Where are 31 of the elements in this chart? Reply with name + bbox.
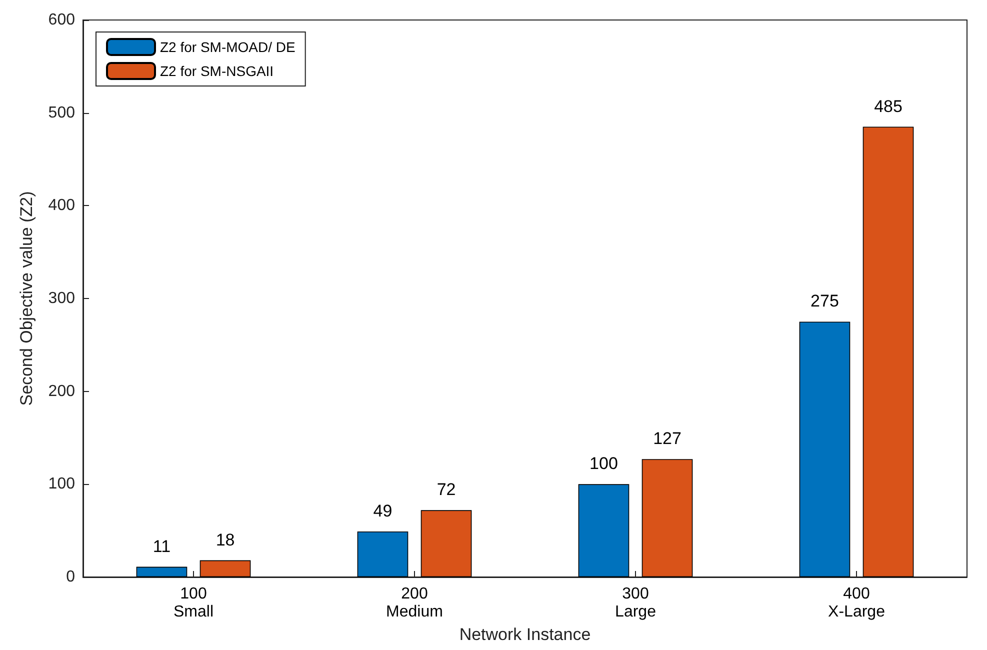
data-label: 11 (152, 536, 171, 556)
bar (799, 322, 850, 577)
y-tick-label: 500 (48, 104, 76, 122)
data-label: 49 (373, 502, 392, 521)
x-tick-label: 300 Large (615, 586, 656, 620)
bar (420, 510, 472, 577)
legend-label: Z2 for SM-NSGAII (160, 63, 274, 79)
x-axis-title: Network Instance (459, 624, 591, 644)
data-label: 18 (216, 530, 235, 550)
y-axis-title: Second Objective value (Z2) (17, 191, 36, 406)
legend-label: Z2 for SM-MOAD/ DE (160, 39, 296, 55)
y-tick-label: 400 (48, 197, 76, 214)
bar (862, 126, 914, 577)
data-label: 72 (436, 480, 456, 500)
data-label: 127 (653, 429, 682, 448)
data-label: 275 (810, 292, 839, 311)
x-tick-label: 100 Small (173, 586, 214, 620)
y-tick-label: 100 (48, 476, 76, 493)
bar (136, 566, 188, 577)
x-tick-label: 200 Medium (386, 586, 443, 620)
bar (642, 459, 693, 577)
data-label: 100 (590, 454, 618, 474)
x-tick-label: 400 X-Large (828, 586, 886, 620)
bar (200, 560, 251, 577)
y-tick-label: 0 (66, 568, 76, 586)
bar (578, 484, 630, 577)
y-tick-label: 200 (48, 382, 76, 400)
y-tick-label: 600 (48, 12, 76, 28)
y-tick-label: 300 (48, 290, 76, 307)
data-label: 485 (874, 96, 902, 116)
bar (357, 532, 408, 577)
